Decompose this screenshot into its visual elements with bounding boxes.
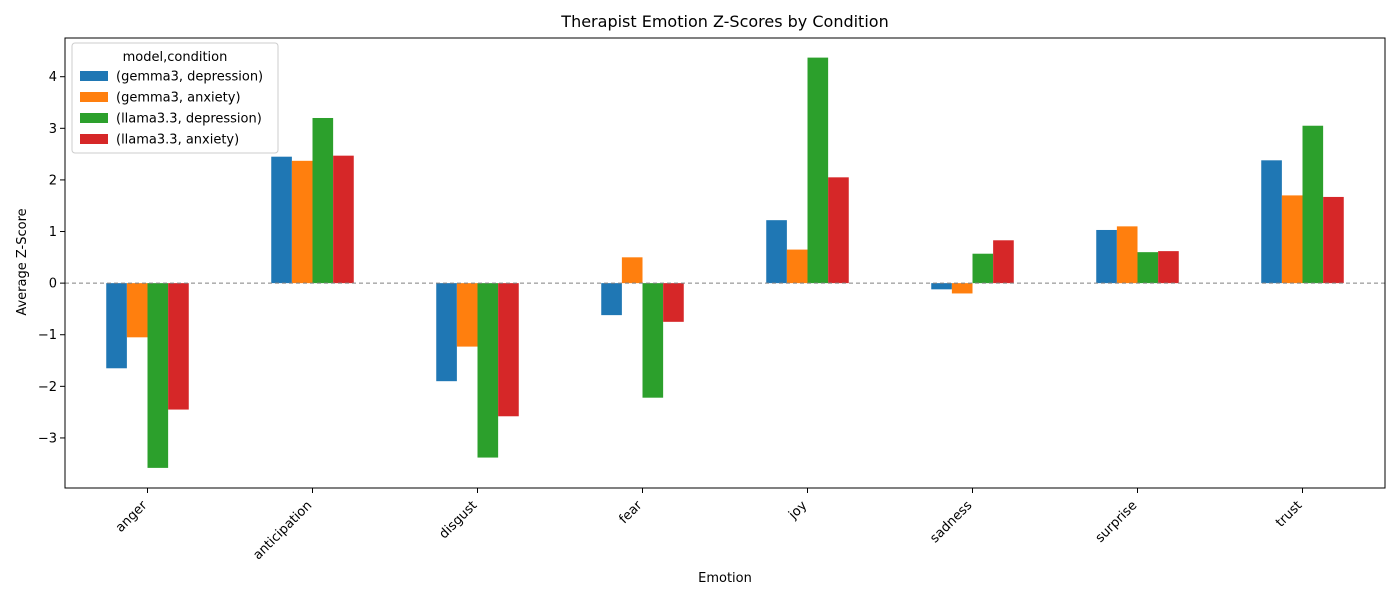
y-tick-label: −1 [38,328,57,343]
bar-anticipation-series-1 [291,160,313,284]
y-tick-label: 3 [49,122,57,137]
x-axis: anger anticipation disgust fear joy sadness su… [113,488,1305,563]
bar-surprise-series-0 [1096,229,1117,284]
y-tick-label: 0 [49,277,57,292]
bar-joy-series-0 [766,220,787,284]
bar-trust-series-1 [1281,195,1303,284]
bar-fear-series-1 [621,257,643,284]
bar-anticipation-series-2 [312,117,334,284]
y-axis-label: Average Z-Score [15,208,30,315]
x-tick-label-sadness: sadness [927,498,975,546]
y-tick-label: 1 [49,225,57,240]
y-tick-label: −3 [38,431,57,446]
bar-sadness-series-2 [972,253,994,284]
legend-label-2: (llama3.3, depression) [116,112,262,127]
legend-label-0: (gemma3, depression) [116,70,263,85]
bar-sadness-series-0 [931,283,952,290]
legend-label-3: (llama3.3, anxiety) [116,133,239,148]
bar-joy-series-1 [786,249,808,284]
bar-anger-series-3 [168,283,189,410]
bar-anger-series-1 [126,283,148,338]
plot-frame [64,37,1386,489]
x-axis-label: Emotion [698,571,752,586]
bar-trust-series-0 [1261,160,1282,284]
x-tick-label-trust: trust [1273,498,1305,530]
bar-sadness-series-3 [993,240,1014,284]
legend-items: (gemma3, depression) (gemma3, anxiety) (ll… [80,70,263,148]
bar-surprise-series-1 [1116,226,1138,284]
bar-fear-series-0 [601,283,622,316]
bar-anger-series-0 [106,283,127,369]
bar-disgust-series-2 [477,283,499,458]
bar-surprise-series-2 [1137,252,1159,284]
bar-disgust-series-0 [436,283,457,382]
y-tick-label: 2 [49,173,57,188]
x-tick-label-surprise: surprise [1093,498,1141,546]
legend: model,condition (gemma3, depression)(gem… [71,42,279,154]
legend-swatch-3 [80,134,108,144]
bar-trust-series-2 [1302,125,1324,284]
x-tick-label-anticipation: anticipation [250,498,315,563]
bar-fear-series-3 [663,283,684,322]
legend-swatch-1 [80,92,108,102]
bar-joy-series-3 [828,177,849,284]
legend-frame [71,42,279,154]
bar-anger-series-2 [147,283,169,468]
bar-anticipation-series-0 [271,156,292,284]
y-tick-label: 4 [49,70,57,85]
bar-surprise-series-3 [1158,251,1179,284]
legend-label-1: (gemma3, anxiety) [116,91,241,106]
x-tick-label-disgust: disgust [436,498,480,542]
bar-sadness-series-1 [951,283,973,294]
x-tick-label-joy: joy [785,498,810,523]
bar-disgust-series-3 [498,283,519,417]
bar-trust-series-3 [1323,196,1344,284]
x-tick-label-anger: anger [113,498,151,536]
bar-disgust-series-1 [456,283,478,347]
legend-swatch-0 [80,71,108,81]
bar-anticipation-series-3 [333,155,354,284]
chart-title: Therapist Emotion Z-Scores by Condition [560,12,888,31]
y-tick-label: −2 [38,380,57,395]
bar-fear-series-2 [642,283,664,398]
bars-group [106,57,1344,468]
legend-title: model,condition [123,50,228,65]
bar-joy-series-2 [807,57,829,284]
legend-swatch-2 [80,113,108,123]
y-axis: −3 −2 −1 0 1 2 3 4 [38,70,65,446]
x-tick-label-fear: fear [616,498,645,527]
